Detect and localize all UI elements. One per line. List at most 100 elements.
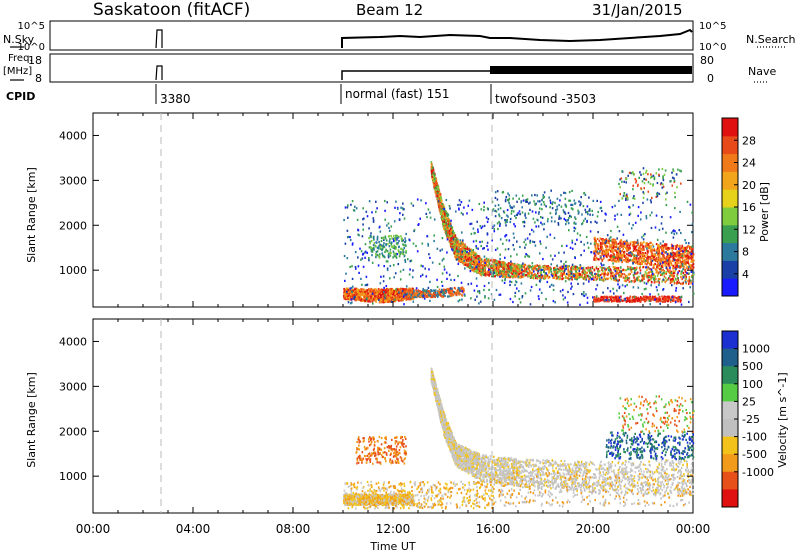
power-echo-b [687, 279, 689, 283]
power-echo-b [454, 255, 456, 258]
power-echo-d [640, 241, 642, 244]
power-echo-b [598, 277, 601, 280]
power-echo-b [673, 280, 675, 283]
power-echo-b [480, 270, 483, 273]
power-echo-b [649, 276, 651, 279]
power-echo-b [448, 233, 451, 236]
power-echo-d [661, 244, 664, 247]
power-echo-a [365, 300, 368, 303]
power-echo-b [444, 228, 446, 231]
power-echo-b [438, 198, 441, 201]
power-echo-b [653, 266, 655, 269]
power-echo-d [617, 257, 620, 260]
power-echo-c [438, 291, 440, 294]
power-echo-b [661, 280, 663, 283]
power-echo-b [441, 200, 443, 203]
power-echo-d [644, 262, 647, 265]
power-echo-d [680, 247, 682, 250]
power-echo-d [612, 245, 614, 248]
power-echo-a [346, 295, 348, 298]
power-echo-b [458, 245, 461, 248]
power-echo-a [400, 289, 402, 292]
power-echo-b [476, 262, 479, 265]
power-echo-b [476, 265, 479, 268]
power-echo-b [457, 254, 460, 257]
power-echo-b [564, 266, 566, 269]
power-echo-a [352, 289, 354, 292]
power-echo-b [595, 267, 598, 270]
power-echo-b [434, 186, 437, 190]
power-echo-d [667, 261, 670, 264]
power-echo-c [454, 292, 456, 295]
power-echo-b [674, 269, 676, 272]
power-echo-b [664, 276, 667, 280]
power-echo-a [389, 300, 392, 303]
power-echo-c [415, 289, 417, 292]
power-echo-b [448, 230, 451, 233]
power-echo-d [612, 252, 615, 255]
power-echo-d [619, 251, 622, 254]
power-echo-a [381, 294, 383, 297]
power-echo-d [634, 249, 637, 252]
power-echo-d [635, 245, 638, 248]
power-echo-d [603, 249, 605, 253]
power-echo-a [370, 293, 373, 296]
power-echo-d [684, 258, 686, 261]
power-echo-b [522, 264, 524, 267]
power-echo-d [647, 250, 650, 253]
power-echo-b [590, 270, 592, 273]
power-echo-b [500, 273, 503, 276]
power-echo-a [344, 294, 347, 297]
power-echo-d [675, 258, 677, 262]
power-echo-c [434, 293, 436, 296]
power-echo-d [604, 238, 606, 242]
power-echo-d [672, 257, 674, 260]
power-echo-c [460, 293, 463, 296]
power-echo-b [457, 240, 460, 243]
power-echo-b [575, 268, 577, 271]
power-echo-b [472, 269, 475, 272]
power-echo-a [356, 293, 358, 296]
power-echo-d [599, 241, 602, 245]
power-echo-b [583, 269, 585, 272]
power-echo-c [455, 291, 457, 294]
power-echo-b [547, 266, 550, 269]
power-echo-b [476, 261, 479, 264]
power-echo-b [457, 252, 459, 255]
power-echo-d [607, 241, 609, 244]
power-echo-b [554, 266, 556, 269]
power-echo-a [345, 297, 348, 300]
power-echo-b [657, 278, 660, 281]
power-echo-c [451, 287, 453, 290]
power-echo-d [658, 244, 660, 247]
power-echo-b [593, 269, 596, 272]
power-echo-b [473, 265, 475, 268]
power-echo-a [374, 295, 376, 298]
power-echo-b [648, 274, 650, 278]
power-echo-a [367, 296, 369, 299]
power-echo-b [574, 277, 576, 280]
power-echo-b [450, 243, 452, 246]
power-echo-b [583, 269, 586, 272]
power-echo-b [484, 264, 487, 267]
power-echo-c [420, 295, 422, 298]
power-echo-b [654, 280, 656, 283]
power-echo-b [548, 270, 550, 273]
power-echo-b [435, 194, 438, 198]
power-echo-a [374, 293, 377, 296]
power-echo-b [437, 203, 440, 206]
power-echo-e [633, 300, 636, 303]
power-echo-b [441, 217, 444, 220]
nsearch-label: N.Search [746, 33, 796, 46]
power-echo-e [615, 297, 618, 300]
power-echo-c [446, 287, 449, 291]
power-echo-b [449, 227, 452, 230]
power-echo-b [580, 275, 583, 279]
power-echo-b [543, 277, 545, 280]
power-echo-d [666, 261, 669, 264]
power-echo-b [681, 278, 683, 281]
power-echo-b [466, 259, 468, 262]
power-echo-b [450, 237, 453, 240]
power-echo-e [615, 295, 617, 299]
power-echo-b [578, 266, 581, 269]
